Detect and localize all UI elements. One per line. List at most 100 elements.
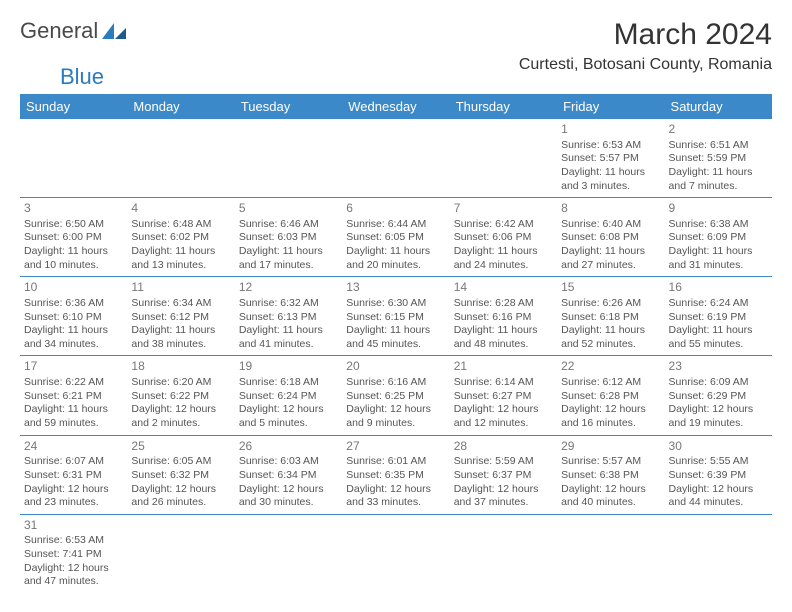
daylight-line-1: Daylight: 12 hours [346,483,445,497]
calendar-week-row: 24Sunrise: 6:07 AMSunset: 6:31 PMDayligh… [20,435,772,514]
daylight-line-1: Daylight: 11 hours [131,245,230,259]
daylight-line-2: and 23 minutes. [24,496,123,510]
sunrise-line: Sunrise: 5:57 AM [561,455,660,469]
sunset-line: Sunset: 6:12 PM [131,311,230,325]
calendar-day-cell: 10Sunrise: 6:36 AMSunset: 6:10 PMDayligh… [20,277,127,356]
weekday-header: Sunday [20,94,127,119]
sunset-line: Sunset: 6:29 PM [669,390,768,404]
sunrise-line: Sunrise: 6:42 AM [454,218,553,232]
weekday-header: Wednesday [342,94,449,119]
sunset-line: Sunset: 6:38 PM [561,469,660,483]
daylight-line-2: and 33 minutes. [346,496,445,510]
calendar-day-cell: 12Sunrise: 6:32 AMSunset: 6:13 PMDayligh… [235,277,342,356]
sunset-line: Sunset: 7:41 PM [24,548,123,562]
daylight-line-1: Daylight: 12 hours [346,403,445,417]
calendar-day-cell: 4Sunrise: 6:48 AMSunset: 6:02 PMDaylight… [127,198,234,277]
sunset-line: Sunset: 6:08 PM [561,231,660,245]
daylight-line-1: Daylight: 12 hours [454,403,553,417]
daylight-line-2: and 17 minutes. [239,259,338,273]
daylight-line-1: Daylight: 12 hours [131,483,230,497]
daylight-line-2: and 38 minutes. [131,338,230,352]
daylight-line-1: Daylight: 11 hours [669,245,768,259]
calendar-day-cell: 25Sunrise: 6:05 AMSunset: 6:32 PMDayligh… [127,435,234,514]
calendar-day-cell: 14Sunrise: 6:28 AMSunset: 6:16 PMDayligh… [450,277,557,356]
day-number: 12 [239,280,338,296]
calendar-empty-cell [665,514,772,593]
day-number: 25 [131,439,230,455]
daylight-line-2: and 16 minutes. [561,417,660,431]
sunrise-line: Sunrise: 6:53 AM [561,139,660,153]
sunrise-line: Sunrise: 6:51 AM [669,139,768,153]
calendar-empty-cell [127,514,234,593]
calendar-day-cell: 28Sunrise: 5:59 AMSunset: 6:37 PMDayligh… [450,435,557,514]
daylight-line-2: and 10 minutes. [24,259,123,273]
sunset-line: Sunset: 6:18 PM [561,311,660,325]
calendar-day-cell: 6Sunrise: 6:44 AMSunset: 6:05 PMDaylight… [342,198,449,277]
sunrise-line: Sunrise: 6:22 AM [24,376,123,390]
sunrise-line: Sunrise: 6:12 AM [561,376,660,390]
logo-text-2-wrap: Blue [60,64,792,90]
logo: General [20,18,128,44]
month-title: March 2024 [519,18,772,52]
sunrise-line: Sunrise: 6:34 AM [131,297,230,311]
daylight-line-2: and 40 minutes. [561,496,660,510]
logo-sail-icon [100,21,128,41]
calendar-week-row: 17Sunrise: 6:22 AMSunset: 6:21 PMDayligh… [20,356,772,435]
day-number: 17 [24,359,123,375]
day-number: 21 [454,359,553,375]
sunset-line: Sunset: 6:00 PM [24,231,123,245]
day-number: 11 [131,280,230,296]
calendar-day-cell: 17Sunrise: 6:22 AMSunset: 6:21 PMDayligh… [20,356,127,435]
day-number: 3 [24,201,123,217]
calendar-week-row: 1Sunrise: 6:53 AMSunset: 5:57 PMDaylight… [20,119,772,198]
calendar-day-cell: 11Sunrise: 6:34 AMSunset: 6:12 PMDayligh… [127,277,234,356]
sunset-line: Sunset: 6:06 PM [454,231,553,245]
daylight-line-1: Daylight: 11 hours [24,324,123,338]
sunrise-line: Sunrise: 6:44 AM [346,218,445,232]
calendar-day-cell: 23Sunrise: 6:09 AMSunset: 6:29 PMDayligh… [665,356,772,435]
sunset-line: Sunset: 6:02 PM [131,231,230,245]
sunrise-line: Sunrise: 6:46 AM [239,218,338,232]
calendar-day-cell: 5Sunrise: 6:46 AMSunset: 6:03 PMDaylight… [235,198,342,277]
sunset-line: Sunset: 6:31 PM [24,469,123,483]
day-number: 8 [561,201,660,217]
daylight-line-1: Daylight: 12 hours [561,483,660,497]
sunrise-line: Sunrise: 6:05 AM [131,455,230,469]
daylight-line-2: and 7 minutes. [669,180,768,194]
calendar-empty-cell [235,514,342,593]
daylight-line-2: and 52 minutes. [561,338,660,352]
day-number: 10 [24,280,123,296]
daylight-line-2: and 59 minutes. [24,417,123,431]
calendar-week-row: 10Sunrise: 6:36 AMSunset: 6:10 PMDayligh… [20,277,772,356]
calendar-day-cell: 19Sunrise: 6:18 AMSunset: 6:24 PMDayligh… [235,356,342,435]
sunset-line: Sunset: 5:57 PM [561,152,660,166]
calendar-day-cell: 2Sunrise: 6:51 AMSunset: 5:59 PMDaylight… [665,119,772,198]
day-number: 30 [669,439,768,455]
sunset-line: Sunset: 6:35 PM [346,469,445,483]
calendar-empty-cell [342,514,449,593]
daylight-line-1: Daylight: 12 hours [24,562,123,576]
sunset-line: Sunset: 6:13 PM [239,311,338,325]
day-number: 4 [131,201,230,217]
daylight-line-2: and 5 minutes. [239,417,338,431]
daylight-line-1: Daylight: 12 hours [669,483,768,497]
daylight-line-1: Daylight: 11 hours [561,324,660,338]
sunset-line: Sunset: 6:05 PM [346,231,445,245]
sunset-line: Sunset: 6:25 PM [346,390,445,404]
daylight-line-2: and 13 minutes. [131,259,230,273]
calendar-day-cell: 1Sunrise: 6:53 AMSunset: 5:57 PMDaylight… [557,119,664,198]
sunrise-line: Sunrise: 6:48 AM [131,218,230,232]
daylight-line-1: Daylight: 11 hours [239,324,338,338]
sunrise-line: Sunrise: 6:28 AM [454,297,553,311]
calendar-day-cell: 13Sunrise: 6:30 AMSunset: 6:15 PMDayligh… [342,277,449,356]
calendar-week-row: 31Sunrise: 6:53 AMSunset: 7:41 PMDayligh… [20,514,772,593]
calendar-day-cell: 31Sunrise: 6:53 AMSunset: 7:41 PMDayligh… [20,514,127,593]
calendar-day-cell: 18Sunrise: 6:20 AMSunset: 6:22 PMDayligh… [127,356,234,435]
daylight-line-1: Daylight: 12 hours [561,403,660,417]
sunrise-line: Sunrise: 6:53 AM [24,534,123,548]
daylight-line-1: Daylight: 11 hours [24,403,123,417]
calendar-day-cell: 21Sunrise: 6:14 AMSunset: 6:27 PMDayligh… [450,356,557,435]
daylight-line-1: Daylight: 11 hours [561,166,660,180]
day-number: 22 [561,359,660,375]
calendar-day-cell: 16Sunrise: 6:24 AMSunset: 6:19 PMDayligh… [665,277,772,356]
